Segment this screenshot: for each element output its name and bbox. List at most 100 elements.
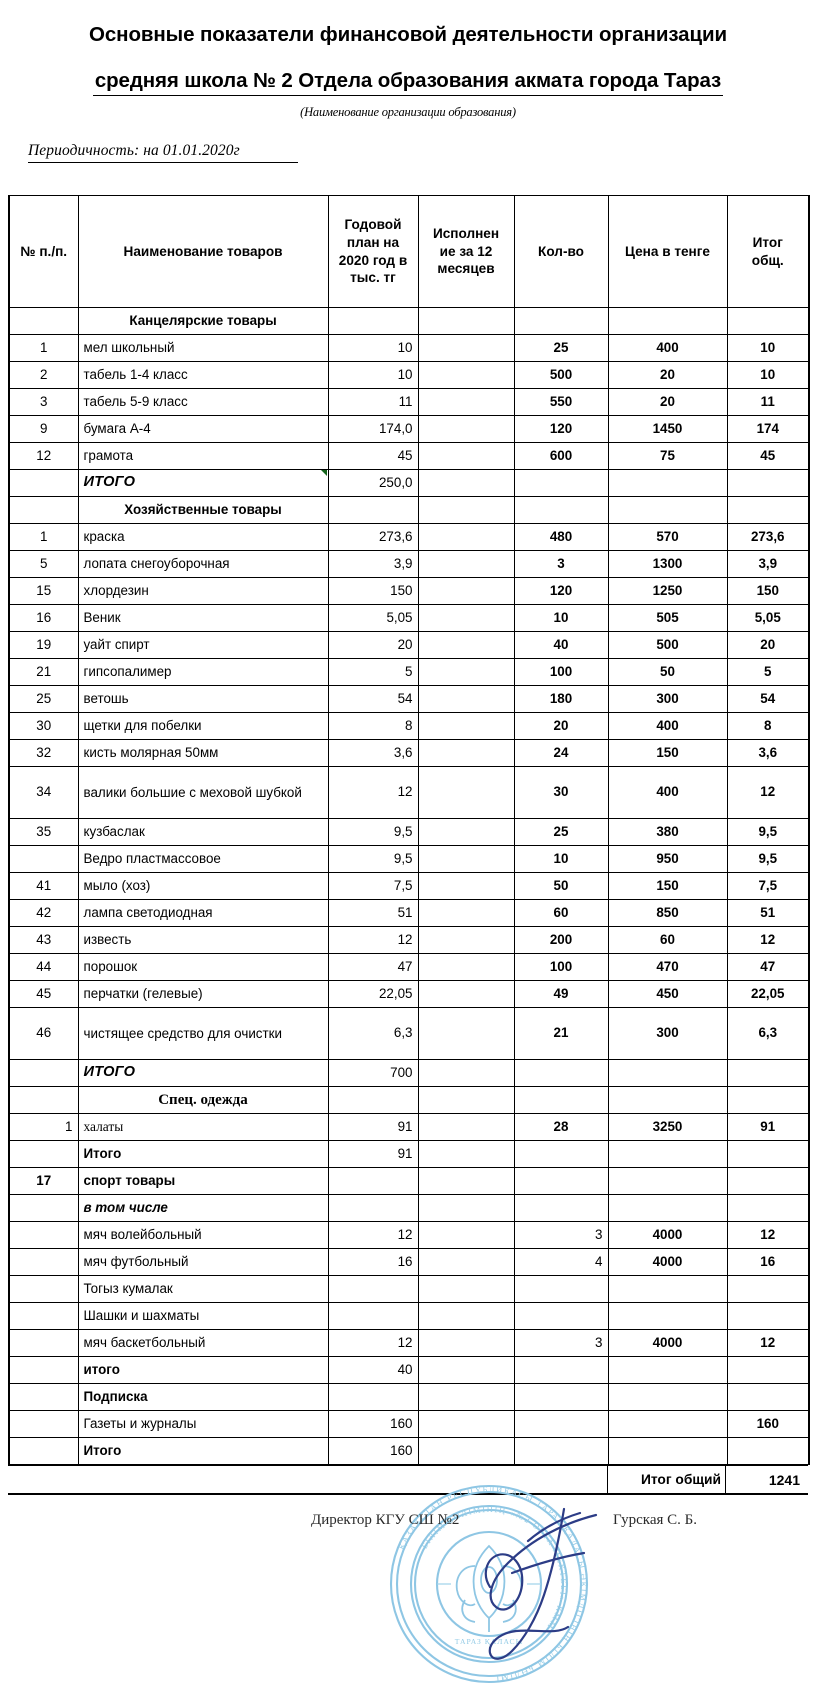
- cell-total: [726, 1086, 810, 1114]
- col-header-total: Итог общ.: [726, 195, 810, 308]
- cell-index: 19: [8, 631, 79, 659]
- page-title-line1: Основные показатели финансовой деятельно…: [89, 23, 727, 46]
- cell-price: 75: [607, 442, 728, 470]
- cell-name: мел школьный: [77, 334, 329, 362]
- cell-name: Шашки и шахматы: [77, 1302, 329, 1330]
- table-row: Шашки и шахматы: [8, 1302, 810, 1330]
- cell-done: [417, 1194, 515, 1222]
- period-label: Периодичность: на 01.01.2020г: [28, 142, 298, 164]
- cell-plan: 150: [327, 577, 419, 605]
- grand-total-row: Итог общий 1241: [8, 1464, 808, 1495]
- table-row: 32 кисть молярная 50мм 3,6 24 150 3,6: [8, 739, 810, 767]
- note-label: в том числе: [77, 1194, 329, 1222]
- organization-caption: (Наименование организации образования): [300, 105, 516, 120]
- table-row: 15 хлордезин 150 120 1250 150: [8, 577, 810, 605]
- cell-index: 42: [8, 899, 79, 927]
- cell-total: 45: [726, 442, 810, 470]
- cell-plan: 40: [327, 1356, 419, 1384]
- cell-done: [417, 1356, 515, 1384]
- table-row: 44 порошок 47 100 470 47: [8, 953, 810, 981]
- cell-index: 30: [8, 712, 79, 740]
- cell-total: 12: [726, 926, 810, 954]
- cell-index: 3: [8, 388, 79, 416]
- section-label: Спец. одежда: [77, 1086, 329, 1114]
- comment-indicator-icon: [319, 470, 327, 476]
- cell-plan: 5: [327, 658, 419, 686]
- cell-total: 12: [726, 766, 810, 819]
- svg-text:ТАРАЗ ҚАЛАСЫ: ТАРАЗ ҚАЛАСЫ: [455, 1637, 523, 1646]
- document-page: Основные показатели финансовой деятельно…: [8, 23, 810, 1684]
- cell-plan: 91: [327, 1113, 419, 1141]
- cell-done: [417, 658, 515, 686]
- cell-index: 41: [8, 872, 79, 900]
- cell-plan: 6,3: [327, 1007, 419, 1060]
- cell-price: 1300: [607, 550, 728, 578]
- subtotal-label: ИТОГО: [77, 469, 329, 497]
- cell-qty: 3: [513, 550, 609, 578]
- table-row: Ведро пластмассовое 9,5 10 950 9,5: [8, 845, 810, 873]
- cell-index: [8, 1059, 79, 1087]
- cell-plan: [327, 496, 419, 524]
- cell-qty: [513, 1086, 609, 1114]
- grand-total-label: Итог общий: [607, 1466, 726, 1493]
- subtotal-label: Итого: [77, 1140, 329, 1168]
- table-row: 12 грамота 45 600 75 45: [8, 442, 810, 470]
- cell-total: 3,6: [726, 739, 810, 767]
- cell-done: [417, 980, 515, 1008]
- table-row: 42 лампа светодиодная 51 60 850 51: [8, 899, 810, 927]
- cell-qty: 100: [513, 953, 609, 981]
- signature-person-name: Гурская С. Б.: [613, 1511, 697, 1528]
- cell-name: мяч баскетбольный: [77, 1329, 329, 1357]
- cell-done: [417, 334, 515, 362]
- cell-plan: 12: [327, 926, 419, 954]
- cell-plan: 7,5: [327, 872, 419, 900]
- table-subtotal-row: Итого 160: [8, 1437, 810, 1465]
- cell-qty: 3: [513, 1221, 609, 1249]
- table-subtotal-row: ИТОГО 250,0: [8, 469, 810, 497]
- cell-total: [726, 1437, 810, 1465]
- cell-total: 160: [726, 1410, 810, 1438]
- cell-plan: 11: [327, 388, 419, 416]
- cell-price: 3250: [607, 1113, 728, 1141]
- cell-plan: [327, 307, 419, 335]
- cell-name: бумага А-4: [77, 415, 329, 443]
- cell-qty: 200: [513, 926, 609, 954]
- handwritten-signature: [468, 1503, 618, 1678]
- col-header-plan-l1: Годовой: [344, 216, 402, 232]
- cell-name: кузбаслак: [77, 818, 329, 846]
- cell-index: [8, 1302, 79, 1330]
- cell-content: ИТОГО: [84, 470, 327, 496]
- cell-index: [8, 1221, 79, 1249]
- table-section-row: Спец. одежда: [8, 1086, 810, 1114]
- cell-plan: [327, 1383, 419, 1411]
- table-row: 5 лопата снегоуборочная 3,9 3 1300 3,9: [8, 550, 810, 578]
- cell-total: 7,5: [726, 872, 810, 900]
- cell-price: 300: [607, 685, 728, 713]
- cell-qty: [513, 1410, 609, 1438]
- cell-price: 500: [607, 631, 728, 659]
- col-header-plan-l3: 2020 год в: [338, 252, 408, 268]
- cell-name: лопата снегоуборочная: [77, 550, 329, 578]
- cell-index: 46: [8, 1007, 79, 1060]
- cell-price: 1250: [607, 577, 728, 605]
- table-row: Тогыз кумалак: [8, 1275, 810, 1303]
- cell-index: [8, 1275, 79, 1303]
- cell-plan: 12: [327, 1329, 419, 1357]
- cell-done: [417, 388, 515, 416]
- section-label: Подписка: [77, 1383, 329, 1411]
- cell-done: [417, 469, 515, 497]
- col-header-done-l2: ие за 12: [439, 243, 493, 259]
- cell-qty: 480: [513, 523, 609, 551]
- cell-price: 4000: [607, 1329, 728, 1357]
- cell-price: 150: [607, 739, 728, 767]
- cell-price: 470: [607, 953, 728, 981]
- cell-qty: 21: [513, 1007, 609, 1060]
- cell-price: 450: [607, 980, 728, 1008]
- cell-done: [417, 415, 515, 443]
- cell-index: 2: [8, 361, 79, 389]
- table-section-row: 17 спорт товары: [8, 1167, 810, 1195]
- cell-done: [417, 1302, 515, 1330]
- table-row: 1 краска 273,6 480 570 273,6: [8, 523, 810, 551]
- cell-index: 34: [8, 766, 79, 819]
- cell-price: 400: [607, 766, 728, 819]
